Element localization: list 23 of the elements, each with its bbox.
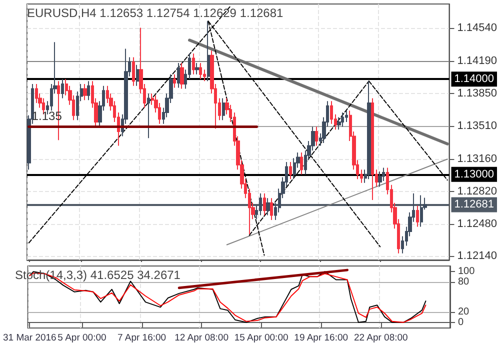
y-tick-label: 1.13850 (457, 87, 498, 100)
y-tick-label: 1.12140 (457, 250, 498, 262)
y-tick-label: 1.14190 (457, 55, 498, 68)
x-tick-label: 31 Mar 2016 (2, 332, 56, 344)
y-tick-label: 100 (458, 266, 476, 278)
y-tick-label: 80 (458, 276, 470, 288)
x-tick-label: 5 Apr 00:00 (58, 332, 106, 344)
x-tick-label: 22 Apr 08:00 (354, 332, 408, 344)
chart-title: EURUSD,H4 1.12653 1.12754 1.12629 1.12681 (27, 6, 284, 20)
y-tick-label: 1.13160 (457, 153, 498, 166)
y-tick-label: 20 (458, 306, 470, 318)
x-tick-label: 7 Apr 16:00 (117, 332, 166, 344)
ref-line-label: 1.14000 (454, 73, 494, 86)
ref-line-label: 1.13000 (454, 168, 494, 180)
x-tick-label: 12 Apr 08:00 (174, 332, 228, 344)
y-tick-label: 1.12820 (457, 185, 498, 198)
y-tick-label: 0 (458, 316, 464, 328)
y-tick-label: 1.12480 (457, 218, 498, 230)
x-tick-label: 15 Apr 00:00 (234, 332, 288, 344)
y-tick-label: 1.14540 (457, 22, 498, 34)
x-tick-label: 19 Apr 16:00 (294, 332, 348, 344)
ref-line-label: 1.12681 (454, 198, 494, 211)
y-tick-label: 1.13510 (457, 120, 498, 132)
